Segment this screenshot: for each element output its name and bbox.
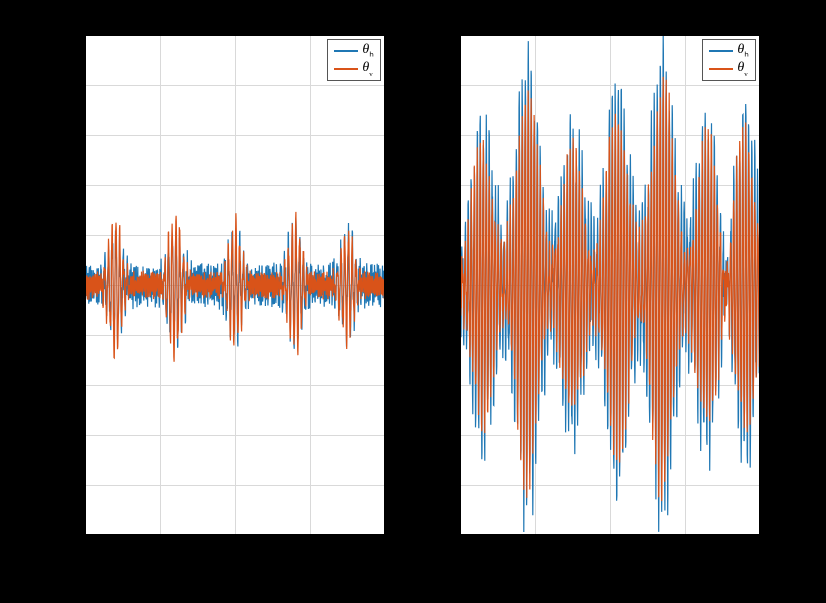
ytick-label: 3 bbox=[55, 127, 79, 143]
ytick-label: -5 bbox=[55, 527, 79, 543]
ylabel: Encoder reading [deg] bbox=[396, 213, 414, 356]
plot-area-right bbox=[460, 35, 760, 535]
xtick-label: 40 bbox=[753, 541, 767, 557]
series-theta_v bbox=[85, 212, 385, 362]
ytick-label: -5 bbox=[430, 527, 454, 543]
panel-title: (b) bbox=[599, 9, 621, 30]
ytick-label: 0 bbox=[55, 277, 79, 293]
legend-swatch bbox=[709, 50, 733, 52]
xlabel: Time [s] bbox=[583, 563, 637, 581]
legend-item: θₕ bbox=[709, 42, 749, 60]
ytick-label: 5 bbox=[55, 27, 79, 43]
ytick-label: 1 bbox=[55, 227, 79, 243]
legend-right: θₕθᵥ bbox=[702, 39, 756, 81]
ytick-label: -3 bbox=[55, 427, 79, 443]
legend-label: θᵥ bbox=[737, 60, 747, 78]
legend-swatch bbox=[334, 68, 358, 70]
ytick-label: 1 bbox=[430, 227, 454, 243]
chart-svg-left bbox=[85, 35, 385, 535]
legend-label: θₕ bbox=[362, 42, 374, 60]
xtick-label: 40 bbox=[378, 541, 392, 557]
legend-item: θᵥ bbox=[709, 60, 749, 78]
ytick-label: 5 bbox=[430, 27, 454, 43]
panel-title: (a) bbox=[225, 9, 246, 30]
ytick-label: 4 bbox=[430, 77, 454, 93]
xtick-label: 30 bbox=[303, 541, 317, 557]
legend-item: θₕ bbox=[334, 42, 374, 60]
chart-svg-right bbox=[460, 35, 760, 535]
ytick-label: -4 bbox=[55, 477, 79, 493]
ytick-label: -2 bbox=[55, 377, 79, 393]
xtick-label: 30 bbox=[678, 541, 692, 557]
ytick-label: 0 bbox=[430, 277, 454, 293]
legend-swatch bbox=[709, 68, 733, 70]
legend-label: θᵥ bbox=[362, 60, 372, 78]
xtick-label: 20 bbox=[603, 541, 617, 557]
ytick-label: -4 bbox=[430, 477, 454, 493]
ytick-label: -1 bbox=[55, 327, 79, 343]
ylabel: Encoder reading [deg] bbox=[21, 213, 39, 356]
legend-left: θₕθᵥ bbox=[327, 39, 381, 81]
xtick-label: 10 bbox=[153, 541, 167, 557]
ytick-label: -1 bbox=[430, 327, 454, 343]
ytick-label: -2 bbox=[430, 377, 454, 393]
legend-label: θₕ bbox=[737, 42, 749, 60]
legend-item: θᵥ bbox=[334, 60, 374, 78]
ytick-label: 2 bbox=[55, 177, 79, 193]
ytick-label: -3 bbox=[430, 427, 454, 443]
xtick-label: 0 bbox=[457, 541, 464, 557]
xtick-label: 20 bbox=[228, 541, 242, 557]
legend-swatch bbox=[334, 50, 358, 52]
xlabel: Time [s] bbox=[208, 563, 262, 581]
ytick-label: 3 bbox=[430, 127, 454, 143]
plot-area-left bbox=[85, 35, 385, 535]
ytick-label: 2 bbox=[430, 177, 454, 193]
xtick-label: 0 bbox=[82, 541, 89, 557]
xtick-label: 10 bbox=[528, 541, 542, 557]
ytick-label: 4 bbox=[55, 77, 79, 93]
